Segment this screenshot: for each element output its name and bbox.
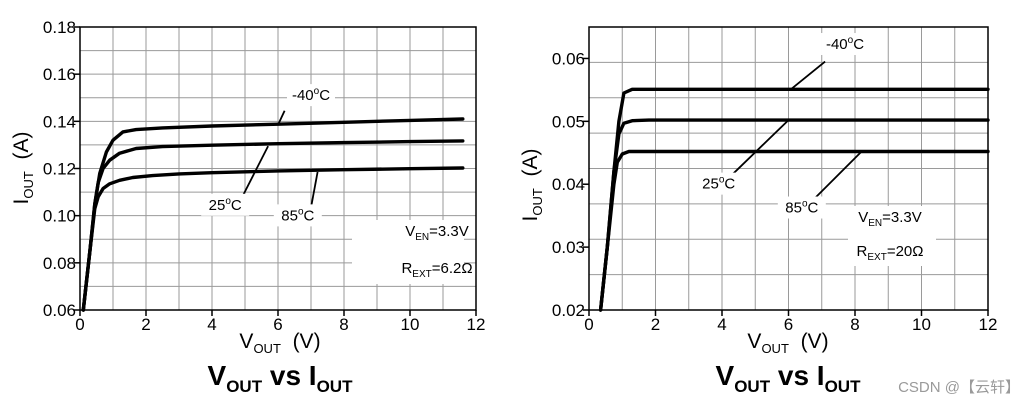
x-tick-label: 6 <box>273 315 282 334</box>
curve-label-background <box>821 33 870 56</box>
chart-1: 0 2 4 6 8 10 12 0.06 0.08 0.10 0.12 0.14 0.16 0.18 -40… <box>10 18 485 396</box>
y-tick-label: 0.16 <box>43 65 76 84</box>
series-line-25 <box>81 139 465 312</box>
grid <box>589 27 988 310</box>
x-tick-label: 4 <box>207 315 216 334</box>
curve-label-leader <box>791 60 826 90</box>
curve-label-25: 25oC <box>209 196 242 214</box>
curve-label-85: 85oC <box>785 199 818 217</box>
series-line-85 <box>598 149 990 312</box>
curve-label-background <box>287 84 335 107</box>
y-tick-label: 0.04 <box>552 175 585 194</box>
curve-label-leader <box>240 145 269 199</box>
y-tick-label: 0.10 <box>43 207 76 226</box>
curve-label-leader <box>731 119 790 176</box>
y-tick-label: 0.14 <box>43 112 76 131</box>
y-tick-label: 0.05 <box>552 112 585 131</box>
curve-label--40: -40oC <box>826 35 864 53</box>
curve-label--40: -40oC <box>292 86 330 104</box>
curve-label-background <box>777 196 826 219</box>
y-tick-label: 0.03 <box>552 238 585 257</box>
y-tick-label: 0.12 <box>43 160 76 179</box>
curve-label-leader <box>310 171 319 208</box>
x-axis-label: VOUT (V) <box>747 330 828 356</box>
curve-label-leader <box>277 110 286 126</box>
chart-title: VOUT vs IOUT <box>716 360 862 396</box>
x-tick-label: 4 <box>717 315 726 334</box>
y-tick-label: 0.08 <box>43 254 76 273</box>
curve-label-leader <box>811 150 863 202</box>
curve-label-background <box>694 172 743 195</box>
y-axis-label: IOUT (A) <box>10 132 36 205</box>
y-axis-label: IOUT (A) <box>519 149 545 222</box>
x-tick-label: 8 <box>339 315 348 334</box>
chart-title: VOUT vs IOUT <box>208 360 354 396</box>
x-tick-label: 10 <box>401 315 420 334</box>
curve-label-background <box>273 204 322 227</box>
condition-1: VEN=3.3V <box>858 209 922 229</box>
y-tick-label: 0.02 <box>552 301 585 320</box>
x-axis-label: VOUT (V) <box>239 330 320 356</box>
x-tick-label: 2 <box>141 315 150 334</box>
x-tick-label: 12 <box>979 315 998 334</box>
x-tick-label: 6 <box>784 315 793 334</box>
conditions-background <box>848 206 936 266</box>
watermark-text: CSDN @【云轩】 <box>898 379 1020 396</box>
curve-label-background <box>201 193 250 216</box>
condition-2: REXT=20Ω <box>857 243 924 263</box>
y-tick-label: 0.06 <box>43 301 76 320</box>
x-tick-label: 0 <box>584 315 593 334</box>
condition-1: VEN=3.3V <box>405 223 469 243</box>
x-tick-label: 10 <box>912 315 931 334</box>
y-tick-label: 0.18 <box>43 18 76 37</box>
conditions-background <box>352 220 464 284</box>
x-tick-label: 8 <box>850 315 859 334</box>
y-tick-label: 0.06 <box>552 49 585 68</box>
x-tick-label: 2 <box>651 315 660 334</box>
x-tick-label: 0 <box>75 315 84 334</box>
x-tick-label: 12 <box>467 315 486 334</box>
curve-label-85: 85oC <box>281 206 314 224</box>
curve-label-25: 25oC <box>702 175 735 193</box>
condition-2: REXT=6.2Ω <box>401 260 472 280</box>
chart-2: 0 2 4 6 8 10 12 0.02 0.03 0.04 0.05 0.06 -40oC 25oC 85… <box>519 26 998 396</box>
series-line-85 <box>81 166 465 312</box>
